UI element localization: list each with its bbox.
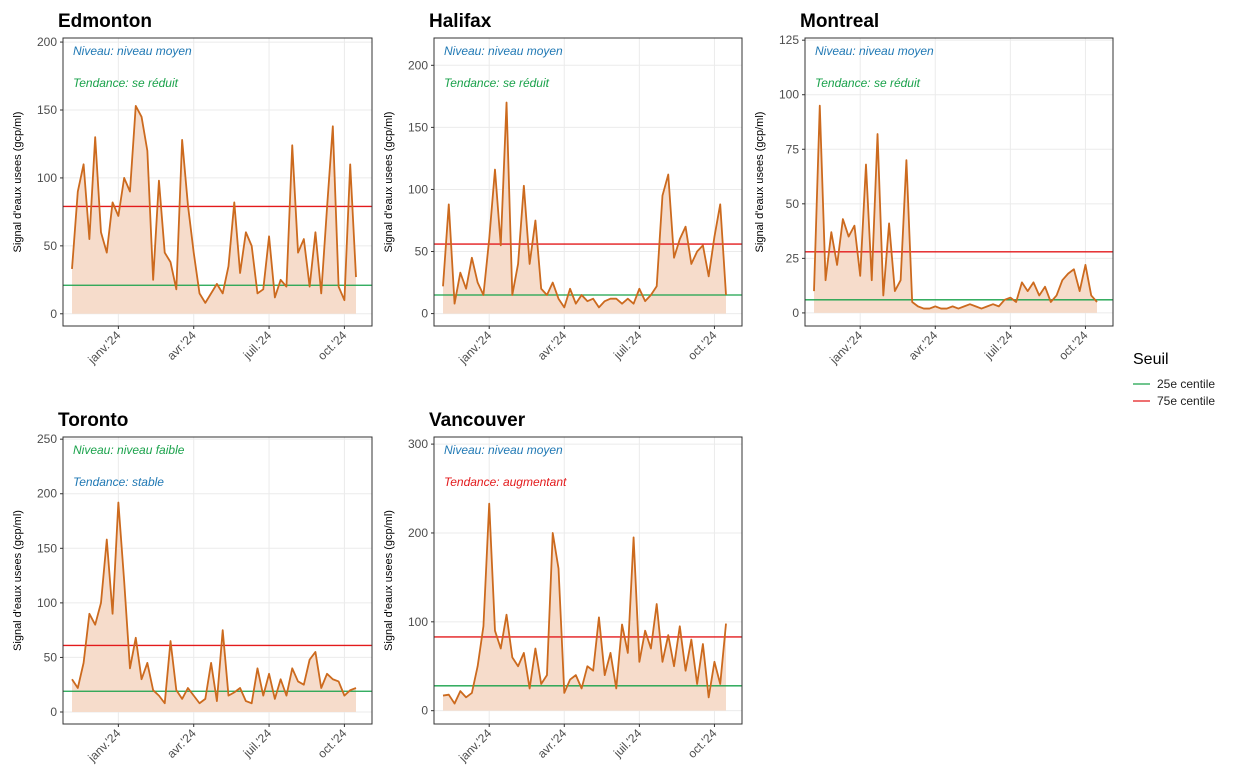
line — [442, 502, 727, 705]
y-tick-label: 150 — [37, 541, 57, 555]
x-tick-label: juil.'24 — [610, 726, 645, 761]
area — [443, 503, 726, 711]
x-tick-label: avr.'24 — [164, 726, 199, 761]
y-tick-label: 0 — [421, 704, 428, 718]
x-tick-label: juil.'24 — [610, 328, 645, 363]
y-axis-label: Signal d'eaux usees (gcp/ml) — [12, 112, 24, 253]
y-tick-label: 100 — [37, 596, 57, 610]
chart-title: Vancouver — [429, 410, 526, 431]
x-tick-label: oct.'24 — [1056, 328, 1091, 363]
x-tick-label: juil.'24 — [240, 726, 275, 761]
annotation: Niveau: niveau moyen — [444, 443, 563, 457]
chart-title: Halifax — [429, 11, 492, 32]
legend-title: Seuil — [1133, 351, 1169, 368]
y-axis-label: Signal d'eaux usees (gcp/ml) — [754, 112, 766, 253]
plot-border — [62, 436, 373, 725]
y-tick-label: 100 — [408, 615, 428, 629]
y-tick-label: 250 — [37, 432, 57, 446]
legend-label: 75e centile — [1157, 394, 1215, 408]
x-tick-label: janv.'24 — [826, 328, 865, 367]
y-tick-label: 200 — [37, 35, 57, 49]
y-tick-label: 50 — [44, 239, 58, 253]
y-tick-label: 50 — [44, 650, 58, 664]
y-tick-label: 300 — [408, 437, 428, 451]
x-tick-label: juil.'24 — [981, 328, 1016, 363]
y-axis-label: Signal d'eaux usees (gcp/ml) — [12, 510, 24, 651]
y-tick-label: 100 — [408, 182, 428, 196]
plot-border — [804, 37, 1114, 327]
x-tick-label: avr.'24 — [535, 726, 570, 761]
y-tick-label: 200 — [37, 487, 57, 501]
annotation: Tendance: augmentant — [444, 475, 567, 489]
y-tick-label: 200 — [408, 526, 428, 540]
y-tick-label: 50 — [415, 245, 429, 259]
area — [443, 102, 726, 314]
area — [72, 105, 356, 314]
x-tick-label: janv.'24 — [455, 726, 494, 765]
y-tick-label: 100 — [779, 88, 799, 102]
y-tick-label: 75 — [786, 142, 800, 156]
x-tick-label: janv.'24 — [85, 328, 124, 367]
annotation: Tendance: se réduit — [444, 76, 550, 90]
annotation: Niveau: niveau moyen — [815, 44, 934, 58]
plot-border — [62, 37, 373, 327]
y-tick-label: 0 — [421, 307, 428, 321]
y-tick-label: 125 — [779, 33, 799, 47]
x-tick-label: avr.'24 — [535, 328, 570, 363]
annotation: Tendance: stable — [73, 475, 164, 489]
area — [814, 105, 1097, 313]
y-axis-label: Signal d'eaux usees (gcp/ml) — [383, 112, 395, 253]
y-tick-label: 0 — [50, 705, 57, 719]
x-tick-label: oct.'24 — [685, 328, 720, 363]
legend-label: 25e centile — [1157, 377, 1215, 391]
chart-title: Edmonton — [58, 11, 152, 32]
line — [71, 501, 357, 705]
chart-title: Montreal — [800, 11, 879, 32]
annotation: Niveau: niveau moyen — [444, 44, 563, 58]
x-tick-label: oct.'24 — [685, 726, 720, 761]
y-tick-label: 50 — [786, 197, 800, 211]
chart-title: Toronto — [58, 410, 128, 431]
y-tick-label: 150 — [408, 120, 428, 134]
y-tick-label: 0 — [792, 306, 799, 320]
y-tick-label: 0 — [50, 307, 57, 321]
annotation: Tendance: se réduit — [73, 76, 179, 90]
line — [442, 101, 727, 309]
line — [813, 104, 1098, 310]
x-tick-label: oct.'24 — [315, 328, 350, 363]
plot-border — [433, 37, 743, 327]
x-tick-label: juil.'24 — [240, 328, 275, 363]
y-tick-label: 150 — [37, 103, 57, 117]
x-tick-label: janv.'24 — [455, 328, 494, 367]
y-tick-label: 25 — [786, 251, 800, 265]
x-tick-label: avr.'24 — [906, 328, 941, 363]
plot-border — [433, 436, 743, 725]
annotation: Niveau: niveau faible — [73, 443, 185, 457]
y-tick-label: 100 — [37, 171, 57, 185]
annotation: Tendance: se réduit — [815, 76, 921, 90]
x-tick-label: avr.'24 — [164, 328, 199, 363]
y-tick-label: 200 — [408, 58, 428, 72]
y-axis-label: Signal d'eaux usees (gcp/ml) — [383, 510, 395, 651]
annotation: Niveau: niveau moyen — [73, 44, 192, 58]
x-tick-label: janv.'24 — [85, 726, 124, 765]
x-tick-label: oct.'24 — [315, 726, 350, 761]
line — [71, 105, 357, 304]
